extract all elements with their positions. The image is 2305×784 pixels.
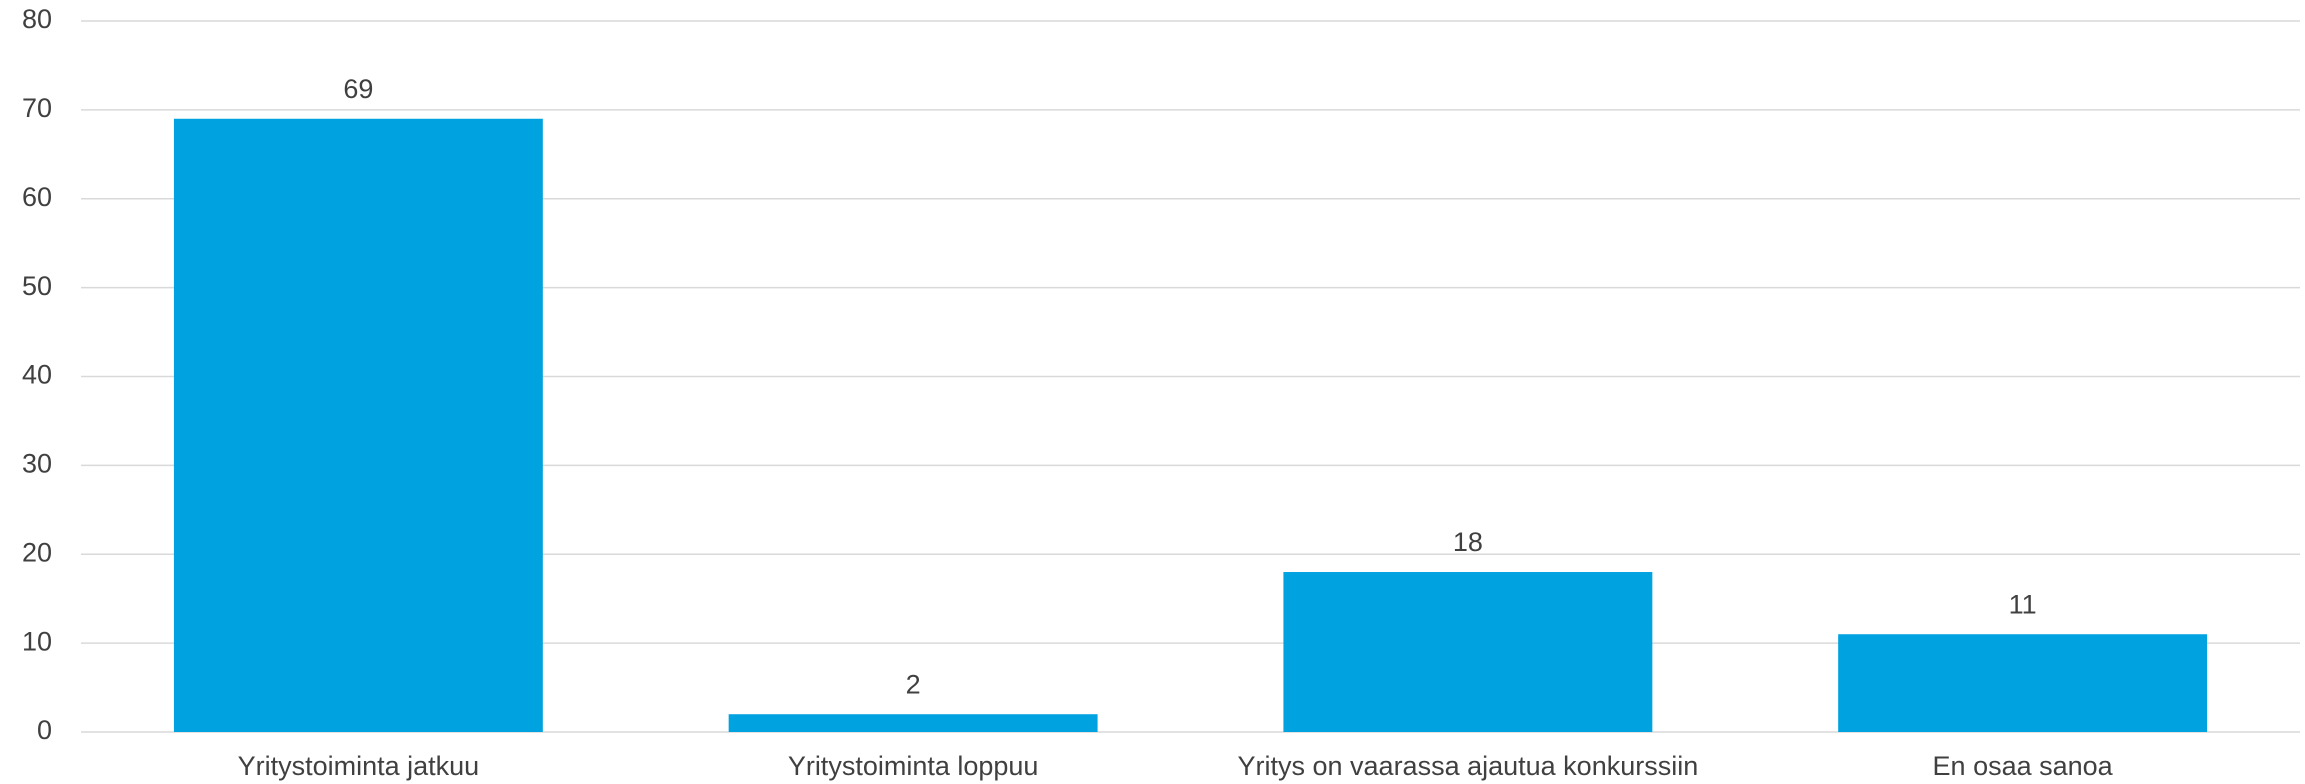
y-tick-label: 80 [22, 4, 52, 34]
y-tick-label: 60 [22, 182, 52, 212]
data-label: 69 [343, 74, 373, 104]
x-tick-label: En osaa sanoa [1933, 751, 2114, 781]
x-tick-label: Yritystoiminta jatkuu [238, 751, 480, 781]
bar [173, 118, 543, 732]
y-tick-label: 20 [22, 537, 52, 567]
y-tick-label: 40 [22, 360, 52, 390]
y-tick-label: 70 [22, 93, 52, 123]
x-tick-label: Yritystoiminta loppuu [788, 751, 1039, 781]
y-tick-label: 50 [22, 271, 52, 301]
x-tick-label: Yritys on vaarassa ajautua konkurssiin [1238, 751, 1699, 781]
bar [1838, 634, 2208, 732]
y-tick-label: 30 [22, 449, 52, 479]
bar [1283, 572, 1653, 732]
data-label: 18 [1453, 527, 1483, 557]
data-label: 11 [2009, 589, 2037, 619]
y-tick-label: 10 [22, 626, 52, 656]
bar [728, 714, 1098, 732]
data-label: 2 [906, 669, 921, 699]
y-tick-label: 0 [37, 715, 52, 745]
